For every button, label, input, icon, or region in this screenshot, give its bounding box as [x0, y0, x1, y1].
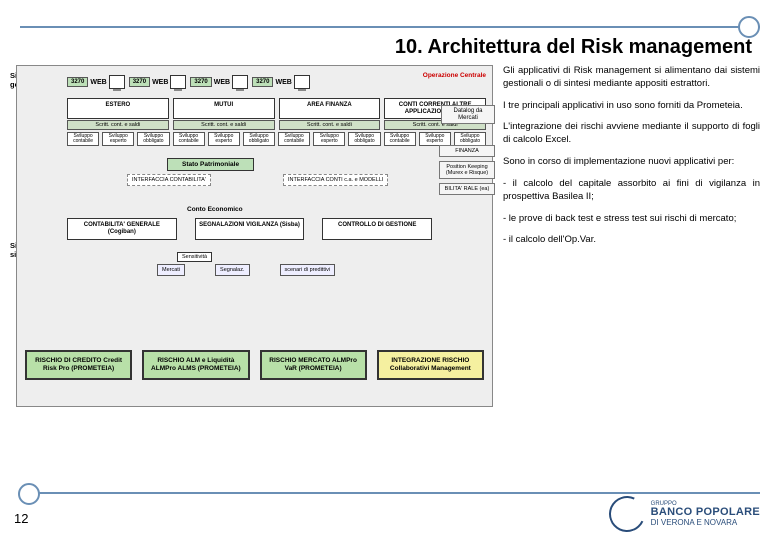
sviluppo-cell: Sviluppo esperto — [313, 132, 345, 146]
sviluppo-cell: Sviluppo obbligato — [243, 132, 275, 146]
small-row: Mercati Segnalaz. scenari di predittivi — [157, 264, 335, 276]
logo-sub: DI VERONA E NOVARA — [651, 519, 760, 527]
tag-web: WEB — [90, 79, 106, 86]
para-1: Gli applicativi di Risk management si al… — [503, 65, 760, 91]
app-mutui: MUTUI — [173, 98, 275, 119]
risk-apps-row: RISCHIO DI CREDITO Credit Risk Pro (PROM… — [25, 350, 484, 380]
right-shadow-stack: FINANZA Position Keeping (Murex e Risque… — [439, 145, 495, 199]
pc-icon — [232, 75, 248, 89]
logo-text: GRUPPO BANCO POPOLARE DI VERONA E NOVARA — [651, 501, 760, 527]
pc-icon — [109, 75, 125, 89]
para-4: Sono in corso di implementazione nuovi a… — [503, 156, 760, 169]
small-scenari: scenari di predittivi — [280, 264, 336, 276]
application-row: ESTERO MUTUI AREA FINANZA CONTI CORRENTI… — [67, 98, 486, 119]
diagram-column: Sistemi gestionali Sistemi di sintesi 32… — [12, 65, 493, 407]
pc-icon — [170, 75, 186, 89]
tag-web: WEB — [275, 79, 291, 86]
page-title: 10. Architettura del Risk management — [0, 36, 780, 59]
tag-3270: 3270 — [252, 77, 273, 87]
para-5: - il calcolo del capitale assorbito ai f… — [503, 178, 760, 204]
para-2: I tre principali applicativi in uso sono… — [503, 100, 760, 113]
sviluppo-cell: Sviluppo obbligato — [348, 132, 380, 146]
sviluppo-cell: Sviluppo contabile — [173, 132, 205, 146]
para-3: L'integrazione dei rischi avviene median… — [503, 121, 760, 147]
scritture-row: Scritt. cont. e saldi Scritt. cont. e sa… — [67, 120, 486, 130]
logo-brand: BANCO POPOLARE — [651, 506, 760, 518]
mid-boxes: CONTABILITA' GENERALE (Cogiban) SEGNALAZ… — [67, 218, 432, 240]
para-7: - il calcolo dell'Op.Var. — [503, 234, 760, 247]
app-estero: ESTERO — [67, 98, 169, 119]
sviluppo-cell: Sviluppo contabile — [67, 132, 99, 146]
stato-patrimoniale: Stato Patrimoniale — [167, 158, 254, 171]
small-mercati: Mercati — [157, 264, 185, 276]
shadow-finanza: FINANZA — [439, 145, 495, 157]
terminal-group: 3270 WEB — [190, 70, 248, 94]
app-area-finanza: AREA FINANZA — [279, 98, 381, 119]
tag-3270: 3270 — [190, 77, 211, 87]
shadow-pk: Position Keeping (Murex e Risque) — [439, 161, 495, 179]
integrazione-rischio: INTEGRAZIONE RISCHIO Collaborativi Manag… — [377, 350, 484, 380]
footer-rule — [20, 492, 760, 494]
text-column: Gli applicativi di Risk management si al… — [503, 65, 760, 407]
shadow-bilita: BILITA' RALE (ea) — [439, 183, 495, 195]
sviluppo-cell: Sviluppo contabile — [384, 132, 416, 146]
terminal-group: 3270 WEB — [67, 70, 125, 94]
para-6: - le prove di back test e stress test su… — [503, 213, 760, 226]
tag-3270: 3270 — [67, 77, 88, 87]
terminal-group: 3270 WEB — [252, 70, 310, 94]
tag-3270: 3270 — [129, 77, 150, 87]
box-segnalazioni: SEGNALAZIONI VIGILANZA (Sisba) — [195, 218, 305, 240]
sviluppo-cell: Sviluppo esperto — [419, 132, 451, 146]
sensitivita: Sensitività — [177, 252, 212, 262]
sviluppo-cell: Sviluppo esperto — [102, 132, 134, 146]
header-rule — [20, 8, 760, 28]
datalog-box: Datalog da Mercati — [441, 105, 495, 124]
rischio-mercato: RISCHIO MERCATO ALMPro VaR (PROMETEIA) — [260, 350, 367, 380]
sviluppo-cell: Sviluppo obbligato — [454, 132, 486, 146]
box-controllo: CONTROLLO DI GESTIONE — [322, 218, 432, 240]
sviluppo-row: Sviluppo contabile Sviluppo esperto Svil… — [67, 132, 486, 146]
box-contabilita: CONTABILITA' GENERALE (Cogiban) — [67, 218, 177, 240]
interfaccia-contabilita: INTERFACCIA CONTABILITA' — [127, 174, 211, 186]
pc-icon — [294, 75, 310, 89]
architecture-diagram: 3270 WEB 3270 WEB 3270 WEB 3270 WEB — [16, 65, 493, 407]
sviluppo-cell: Sviluppo contabile — [278, 132, 310, 146]
content-area: Sistemi gestionali Sistemi di sintesi 32… — [0, 65, 780, 407]
terminal-group: 3270 WEB — [129, 70, 187, 94]
small-segnalaz: Segnalaz. — [215, 264, 249, 276]
footer-logo: GRUPPO BANCO POPOLARE DI VERONA E NOVARA — [609, 496, 760, 532]
interfaccia-conti: INTERFACCIA CONTI c.a. e MODELLI — [283, 174, 388, 186]
sviluppo-cell: Sviluppo esperto — [208, 132, 240, 146]
conto-economico: Conto Economico — [187, 206, 243, 213]
page-number: 12 — [14, 511, 28, 526]
scritture-cell: Scritt. cont. e saldi — [173, 120, 275, 130]
rischio-credito: RISCHIO DI CREDITO Credit Risk Pro (PROM… — [25, 350, 132, 380]
logo-icon — [604, 491, 650, 537]
sviluppo-cell: Sviluppo obbligato — [137, 132, 169, 146]
rischio-alm: RISCHIO ALM e Liquidità ALMPro ALMS (PRO… — [142, 350, 249, 380]
scritture-cell: Scritt. cont. e saldi — [279, 120, 381, 130]
tag-web: WEB — [152, 79, 168, 86]
tag-web: WEB — [214, 79, 230, 86]
scritture-cell: Scritt. cont. e saldi — [67, 120, 169, 130]
operazione-centrale: Operazione Centrale — [423, 72, 486, 79]
